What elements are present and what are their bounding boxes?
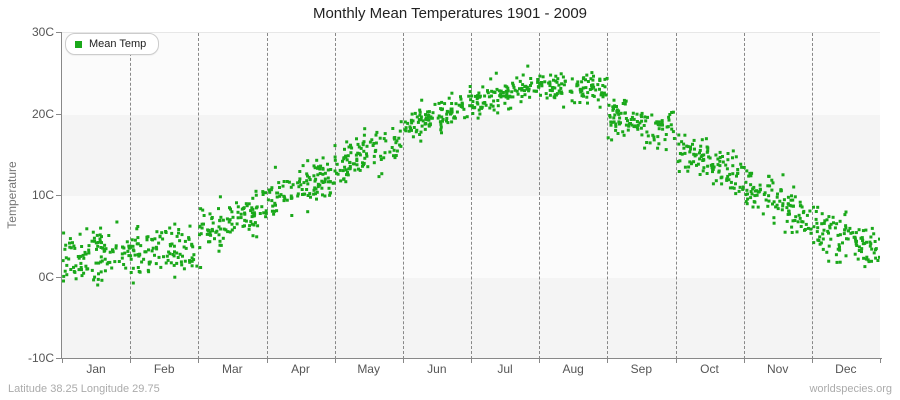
y-tick-label: -10C xyxy=(27,351,54,365)
x-tick xyxy=(539,359,541,363)
month-label-jan: Jan xyxy=(86,362,106,376)
chart-title: Monthly Mean Temperatures 1901 - 2009 xyxy=(312,5,588,22)
y-axis-title: Temperature xyxy=(5,161,19,229)
legend-series-label: Mean Temp xyxy=(89,38,147,50)
x-tick xyxy=(471,359,472,363)
y-tick xyxy=(56,195,61,196)
y-axis-line xyxy=(61,32,62,358)
y-tick-label: 10C xyxy=(31,188,54,202)
month-label-apr: Apr xyxy=(291,362,310,376)
x-tick xyxy=(675,359,677,363)
y-tick xyxy=(56,113,61,115)
coordinates-caption: Latitude 38.25 Longitude 29.75 xyxy=(8,383,160,395)
legend-box[interactable]: Mean Temp xyxy=(65,33,160,55)
y-tick xyxy=(56,358,61,359)
month-label-oct: Oct xyxy=(700,362,719,376)
month-label-may: May xyxy=(357,362,380,376)
month-label-jun: Jun xyxy=(427,362,447,376)
month-boundary-gridline xyxy=(130,33,132,359)
x-tick xyxy=(880,359,881,363)
month-boundary-gridline xyxy=(539,33,541,359)
month-label-dec: Dec xyxy=(835,362,857,376)
x-axis-line xyxy=(56,358,882,359)
y-tick-label: 20C xyxy=(31,106,54,121)
month-boundary-gridline xyxy=(743,33,745,359)
month-label-jul: Jul xyxy=(497,362,513,376)
x-tick xyxy=(334,359,336,363)
month-label-feb: Feb xyxy=(153,362,175,376)
y-tick-label: 30C xyxy=(31,25,54,39)
x-tick xyxy=(130,359,132,363)
x-tick xyxy=(402,359,404,363)
month-boundary-gridline xyxy=(607,33,609,359)
month-label-sep: Sep xyxy=(630,362,652,376)
x-tick xyxy=(607,359,609,363)
scatter-points-layer xyxy=(62,64,880,287)
month-boundary-gridline xyxy=(811,33,813,359)
x-tick xyxy=(62,359,63,363)
x-tick xyxy=(198,359,200,363)
month-boundary-gridline xyxy=(266,33,268,359)
month-label-mar: Mar xyxy=(221,362,243,376)
source-watermark: worldspecies.org xyxy=(809,383,892,395)
month-boundary-gridline xyxy=(334,33,336,359)
month-boundary-gridline xyxy=(471,33,472,359)
month-label-aug: Aug xyxy=(562,362,584,376)
plot-area xyxy=(62,32,880,359)
y-tick-label: 0C xyxy=(38,269,54,284)
y-tick xyxy=(56,276,61,278)
month-boundary-gridline xyxy=(675,33,677,359)
x-tick xyxy=(743,359,745,363)
legend-marker-icon xyxy=(75,40,82,48)
month-label-nov: Nov xyxy=(766,362,789,376)
month-boundary-gridline xyxy=(402,33,404,359)
x-tick xyxy=(811,359,813,363)
month-boundary-gridline xyxy=(198,33,200,359)
y-tick xyxy=(56,32,61,33)
x-tick xyxy=(266,359,268,363)
